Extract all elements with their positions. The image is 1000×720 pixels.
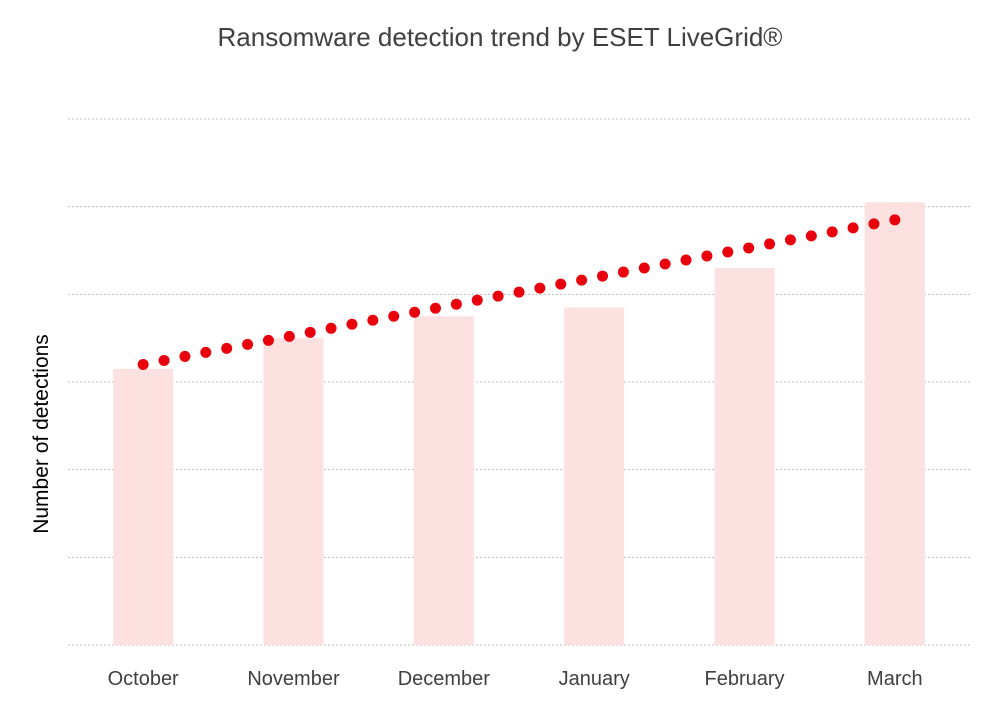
trend-dot xyxy=(784,234,796,246)
trend-dot xyxy=(513,286,525,298)
trend-dot xyxy=(471,294,483,306)
trend-dot xyxy=(597,270,609,282)
trend-dot xyxy=(179,350,191,362)
trend-dot xyxy=(137,358,149,370)
x-axis-ticks: October November December January February Ma… xyxy=(108,668,923,690)
trend-dot xyxy=(242,338,254,350)
trend-dot xyxy=(388,310,400,322)
bar-december xyxy=(413,316,474,645)
trend-dot xyxy=(221,342,233,354)
bar-february xyxy=(714,268,775,645)
x-tick-label: March xyxy=(867,668,923,690)
x-tick-label: October xyxy=(108,668,179,690)
trend-dot xyxy=(805,230,817,242)
bars xyxy=(113,202,925,646)
bar-november xyxy=(263,338,324,645)
trend-dot xyxy=(200,346,212,358)
trend-dot xyxy=(889,214,901,226)
x-tick-label: November xyxy=(247,668,340,690)
bar-march xyxy=(864,202,925,646)
trend-dot xyxy=(283,330,295,342)
y-axis-label: Number of detections xyxy=(30,334,53,534)
trend-dot xyxy=(450,298,462,310)
trend-dot xyxy=(304,326,316,338)
trend-dot xyxy=(701,250,713,262)
trend-dot xyxy=(429,302,441,314)
trend-dot xyxy=(325,322,337,334)
trend-dot xyxy=(764,238,776,250)
trend-dot xyxy=(868,218,880,230)
trendline xyxy=(137,214,901,370)
trend-dot xyxy=(617,266,629,278)
trend-dot xyxy=(743,242,755,254)
trend-dot xyxy=(680,254,692,266)
trend-dot xyxy=(847,222,859,234)
trend-dot xyxy=(346,318,358,330)
x-tick-label: January xyxy=(559,668,630,690)
trend-dot xyxy=(659,258,671,270)
trend-dot xyxy=(722,246,734,258)
trend-dot xyxy=(826,226,838,238)
trend-dot xyxy=(638,262,650,274)
trend-dot xyxy=(367,314,379,326)
trend-dot xyxy=(555,278,567,290)
trend-dot xyxy=(576,274,588,286)
trend-dot xyxy=(262,334,274,346)
trend-dot xyxy=(534,282,546,294)
x-tick-label: February xyxy=(704,668,784,690)
bar-january xyxy=(564,307,625,645)
chart-title: Ransomware detection trend by ESET LiveG… xyxy=(218,22,783,52)
trend-dot xyxy=(158,354,170,366)
trend-dot xyxy=(409,306,421,318)
x-tick-label: December xyxy=(398,668,491,690)
gridlines xyxy=(68,118,970,646)
trend-dot xyxy=(492,290,504,302)
bar-october xyxy=(113,368,174,645)
